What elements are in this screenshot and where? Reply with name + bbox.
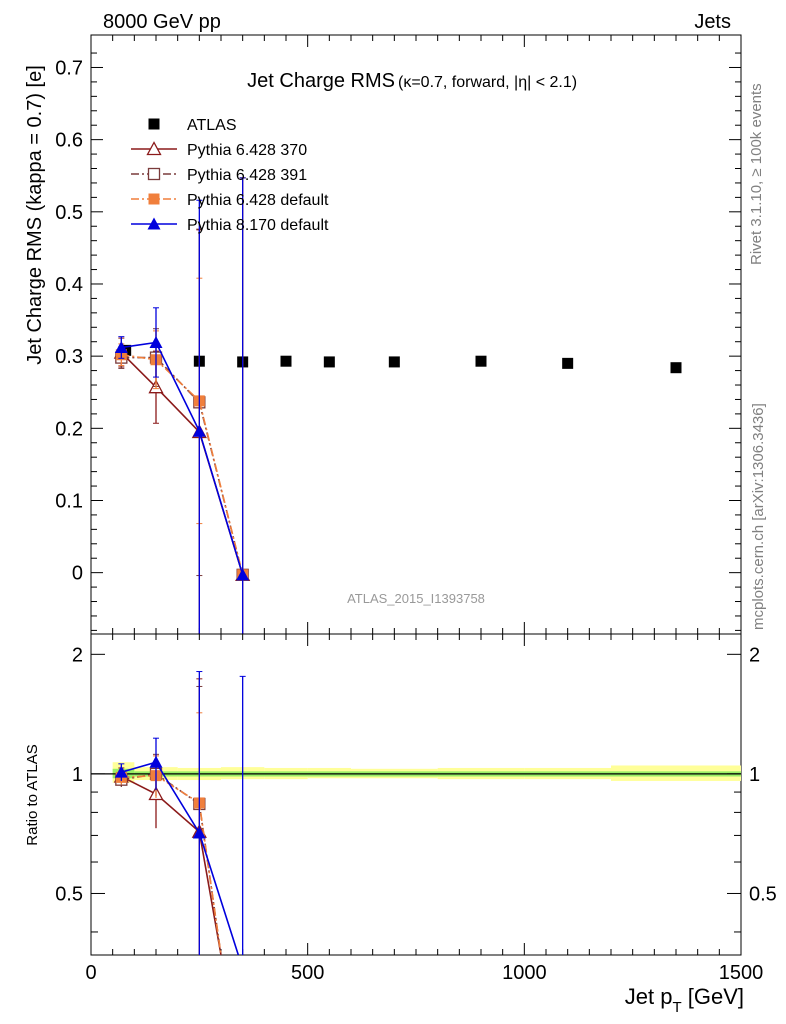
series-2 xyxy=(115,177,249,634)
x-tick-label: 1000 xyxy=(502,962,547,984)
main-panel: Jet Charge RMS (κ=0.7, forward, |η| < 2.… xyxy=(24,34,742,635)
series-3 xyxy=(115,177,249,634)
y-tick-label: 0.6 xyxy=(55,130,83,152)
ratio-series-0 xyxy=(113,678,222,956)
ratio-panel: Ratio to ATLAS 0.5 0.5 1 1 2 2 xyxy=(24,633,777,956)
marker-triangle xyxy=(149,755,163,768)
ratio-series-3 xyxy=(114,671,240,956)
y-tick-label: 0.7 xyxy=(55,57,83,79)
series-1 xyxy=(113,177,251,634)
legend-entry: Pythia 6.428 370 xyxy=(131,141,307,159)
x-tick-label: 1500 xyxy=(719,962,764,984)
marker-square-open xyxy=(147,167,161,181)
ratio-series-1 xyxy=(115,685,222,956)
x-axis-label-unit: [GeV] xyxy=(682,984,744,1009)
legend-label: Pythia 6.428 370 xyxy=(187,142,307,159)
ratio-y-tick-label: 2 xyxy=(72,644,83,666)
x-axis-label-main: Jet p xyxy=(625,984,673,1009)
marker-triangle xyxy=(192,424,206,437)
legend-label: Pythia 8.170 default xyxy=(187,217,329,234)
ratio-series-line xyxy=(121,773,222,956)
y-tick-label: 0 xyxy=(72,563,83,585)
main-data-marks xyxy=(113,177,682,634)
ratio-y-axis-label: Ratio to ATLAS xyxy=(24,744,41,845)
ratio-y-tick-label: 1 xyxy=(72,764,83,786)
marker-triangle xyxy=(114,340,128,353)
legend-label: Pythia 6.428 default xyxy=(187,192,329,209)
marker-square xyxy=(323,356,335,368)
legend-entry: Pythia 8.170 default xyxy=(131,217,329,234)
x-axis-label: Jet pT [GeV] xyxy=(625,984,744,1016)
x-tick-label: 500 xyxy=(291,962,324,984)
marker-square xyxy=(562,357,574,369)
y-tick-label: 0.1 xyxy=(55,490,83,512)
series-line xyxy=(120,351,244,576)
x-axis-label-subscript: T xyxy=(672,999,681,1016)
chart-subtitle: (κ=0.7, forward, |η| < 2.1) xyxy=(398,74,577,91)
ratio-series-line xyxy=(120,775,222,956)
marker-triangle xyxy=(147,217,161,230)
ratio-axis-ticks: 0.5 0.5 1 1 2 2 xyxy=(55,634,777,955)
analysis-id-label: ATLAS_2015_I1393758 xyxy=(347,591,485,606)
marker-triangle xyxy=(149,335,163,348)
marker-square xyxy=(280,355,292,367)
marker-triangle xyxy=(236,568,250,581)
x-tick-labels: 0 500 1000 1500 xyxy=(85,962,763,984)
legend-entry: ATLAS xyxy=(148,117,237,134)
y-tick-label: 0.5 xyxy=(55,202,83,224)
marker-square xyxy=(670,362,682,374)
side-label-mcplots: mcplots.cern.ch [arXiv:1306.3436] xyxy=(750,403,767,630)
ratio-data-marks xyxy=(113,671,246,956)
series-0 xyxy=(120,344,682,374)
series-line xyxy=(121,353,244,576)
legend-entry: Pythia 6.428 default xyxy=(131,192,329,209)
main-axis-ticks: 0 0.1 0.2 0.3 0.4 0.5 0.6 0.7 xyxy=(55,35,742,634)
ratio-series-4 xyxy=(239,675,246,955)
ratio-y-tick-label: 0.5 xyxy=(55,883,83,905)
ratio-series-line xyxy=(121,774,222,956)
energy-label: 8000 GeV pp xyxy=(103,11,221,33)
ratio-y-tick-label-right: 0.5 xyxy=(749,883,777,905)
side-label-rivet: Rivet 3.1.10, ≥ 100k events xyxy=(748,83,765,265)
ratio-uncertainty-band xyxy=(91,762,742,783)
series-line xyxy=(121,356,244,576)
legend-label: ATLAS xyxy=(187,117,237,134)
ratio-series-2 xyxy=(115,712,222,956)
marker-square xyxy=(148,118,160,130)
marker-square xyxy=(475,355,487,367)
marker-triangle xyxy=(114,765,128,778)
x-tick-label: 0 xyxy=(85,962,96,984)
process-label: Jets xyxy=(694,11,731,33)
legend: ATLAS Pythia 6.428 370 Pythia 6.428 391 Pyt… xyxy=(131,117,329,234)
marker-square xyxy=(388,356,400,368)
marker-triangle-open xyxy=(146,141,162,156)
marker-triangle xyxy=(192,826,206,839)
series-line xyxy=(121,341,244,576)
y-axis-label: Jet Charge RMS (kappa = 0.7) [e] xyxy=(24,65,46,365)
ratio-plot-frame xyxy=(90,633,742,956)
y-tick-label: 0.2 xyxy=(55,418,83,440)
ratio-y-tick-label-right: 1 xyxy=(749,764,760,786)
marker-square xyxy=(148,193,160,205)
ratio-y-tick-label-right: 2 xyxy=(749,644,760,666)
ratio-series-line xyxy=(121,761,240,956)
series-4 xyxy=(114,177,250,634)
legend-entry: Pythia 6.428 391 xyxy=(131,167,307,184)
y-tick-label: 0.3 xyxy=(55,346,83,368)
legend-label: Pythia 6.428 391 xyxy=(187,167,307,184)
chart-title: Jet Charge RMS xyxy=(247,70,395,92)
y-tick-label: 0.4 xyxy=(55,274,83,296)
